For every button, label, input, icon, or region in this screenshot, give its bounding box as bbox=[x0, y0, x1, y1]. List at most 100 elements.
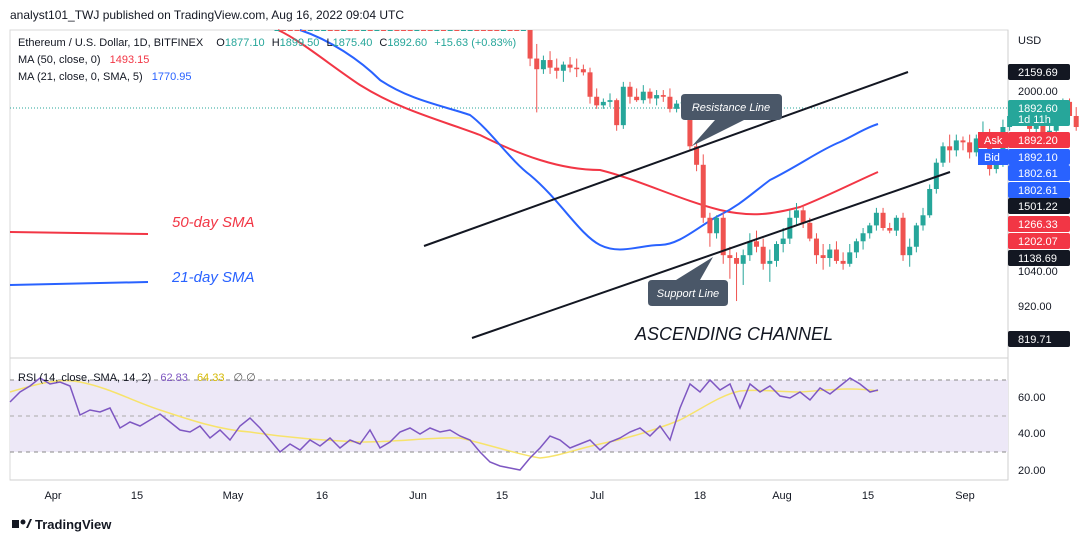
candle-body bbox=[574, 67, 580, 70]
time-tick-label: Jun bbox=[409, 490, 427, 502]
badge-value: 1802.61 bbox=[1018, 168, 1058, 180]
ohlc-close: 1892.60 bbox=[387, 37, 427, 49]
ma50-label: MA (50, close, 0) bbox=[18, 54, 101, 66]
candle-body bbox=[547, 60, 553, 68]
time-tick-label: Aug bbox=[772, 490, 792, 502]
candle-body bbox=[361, 30, 367, 31]
candle-body bbox=[860, 233, 866, 242]
tradingview-logo[interactable]: TradingView bbox=[12, 517, 112, 532]
price-badge: 1501.22 bbox=[1008, 198, 1070, 214]
candle-body bbox=[507, 30, 513, 31]
candle-body bbox=[747, 241, 753, 256]
rsi-ma-value: 64.33 bbox=[197, 372, 225, 384]
candle-body bbox=[927, 188, 933, 216]
badge-value: 2159.69 bbox=[1018, 67, 1058, 79]
sma50-legend-line bbox=[9, 231, 149, 235]
candle-body bbox=[953, 140, 959, 151]
time-tick-label: Apr bbox=[44, 490, 61, 502]
price-tick-label: 920.00 bbox=[1018, 301, 1052, 313]
candle-body bbox=[940, 146, 946, 163]
badge-value: 1892.60 bbox=[1018, 103, 1058, 115]
candle-body bbox=[414, 30, 420, 31]
tv-logo-icon bbox=[12, 520, 19, 528]
svg-text:MA (21, close, 0, SMA, 5): MA (21, close, 0, SMA, 5) 1770.95 bbox=[18, 71, 192, 83]
candle-body bbox=[554, 67, 560, 71]
rsi-ma-line bbox=[9, 379, 879, 459]
candle-body bbox=[913, 225, 919, 247]
time-axis: Apr 15 May 16 Jun 15 Jul 18 Aug 15 Sep bbox=[44, 490, 974, 502]
rsi-tick-label: 20.00 bbox=[1018, 465, 1046, 477]
legend-symbol: Ethereum / U.S. Dollar, 1D, BITFINEX bbox=[18, 37, 204, 49]
candle-body bbox=[500, 30, 506, 31]
resistance-label: Resistance Line bbox=[692, 102, 770, 114]
rsi-line bbox=[9, 377, 879, 471]
candle-body bbox=[873, 212, 879, 226]
ma50-line bbox=[277, 29, 879, 216]
candle-body bbox=[460, 30, 466, 31]
candle-body bbox=[274, 30, 280, 31]
badge-value: 1501.22 bbox=[1018, 201, 1058, 213]
candle-body bbox=[487, 30, 493, 31]
support-label: Support Line bbox=[657, 288, 719, 300]
candle-body bbox=[960, 140, 966, 143]
badge-value: 1266.33 bbox=[1018, 219, 1058, 231]
badge-label: Ask bbox=[984, 135, 1003, 147]
ohlc-c-label: C bbox=[379, 37, 387, 49]
candle-body bbox=[394, 30, 400, 31]
candle-body bbox=[640, 91, 646, 101]
candle-body bbox=[827, 249, 833, 259]
candle-body bbox=[947, 146, 953, 151]
candle-body bbox=[714, 217, 720, 234]
price-axis-unit: USD bbox=[1018, 35, 1041, 47]
candle-body bbox=[354, 30, 360, 31]
candle-body bbox=[321, 30, 327, 31]
ohlc-open: 1877.10 bbox=[225, 37, 265, 49]
candle-body bbox=[520, 30, 526, 31]
price-badge: 1802.61 bbox=[1008, 182, 1070, 198]
candle-body bbox=[307, 30, 313, 31]
channel-annotation: ASCENDING CHANNEL bbox=[634, 324, 833, 344]
candle-body bbox=[887, 228, 893, 231]
ma21-label: MA (21, close, 0, SMA, 5) bbox=[18, 71, 143, 83]
candle-body bbox=[667, 96, 673, 109]
footer-brand: TradingView bbox=[35, 517, 112, 532]
candle-body bbox=[567, 64, 573, 68]
candle-body bbox=[294, 30, 300, 31]
price-badge: Ask 1892.20 bbox=[978, 132, 1070, 148]
candle-body bbox=[700, 164, 706, 218]
badge-value: 1202.07 bbox=[1018, 236, 1058, 248]
candle-body bbox=[594, 96, 600, 106]
candle-body bbox=[1073, 115, 1079, 128]
candle-body bbox=[527, 30, 533, 59]
candle-body bbox=[341, 30, 347, 31]
candle-body bbox=[793, 210, 799, 218]
rsi-tick-label: 40.00 bbox=[1018, 428, 1046, 440]
candle-body bbox=[780, 238, 786, 245]
candle-body bbox=[494, 30, 500, 31]
support-trendline bbox=[471, 171, 951, 339]
price-axis: 2000.00 1040.00 920.00 bbox=[1018, 86, 1058, 313]
rsi-label: RSI (14, close, SMA, 14, 2) bbox=[18, 372, 151, 384]
candle-body bbox=[813, 238, 819, 256]
candle-body bbox=[654, 95, 660, 99]
candle-body bbox=[327, 30, 333, 31]
price-badge: Bid 1892.10 bbox=[978, 149, 1070, 165]
price-badge: 1266.33 bbox=[1008, 216, 1070, 232]
time-tick-label: 15 bbox=[862, 490, 874, 502]
ma21-line bbox=[299, 29, 879, 251]
candle-body bbox=[540, 60, 546, 70]
time-tick-label: 18 bbox=[694, 490, 706, 502]
ohlc-h-label: H bbox=[272, 37, 280, 49]
candle-body bbox=[614, 100, 620, 126]
candle-body bbox=[314, 30, 320, 31]
candle-body bbox=[674, 103, 680, 109]
candle-body bbox=[800, 210, 806, 223]
candle-body bbox=[707, 217, 713, 234]
candle-body bbox=[1047, 130, 1053, 133]
time-tick-label: Sep bbox=[955, 490, 975, 502]
badge-countdown: 1d 11h bbox=[1018, 114, 1051, 126]
candle-body bbox=[514, 30, 520, 31]
time-tick-label: 15 bbox=[131, 490, 143, 502]
